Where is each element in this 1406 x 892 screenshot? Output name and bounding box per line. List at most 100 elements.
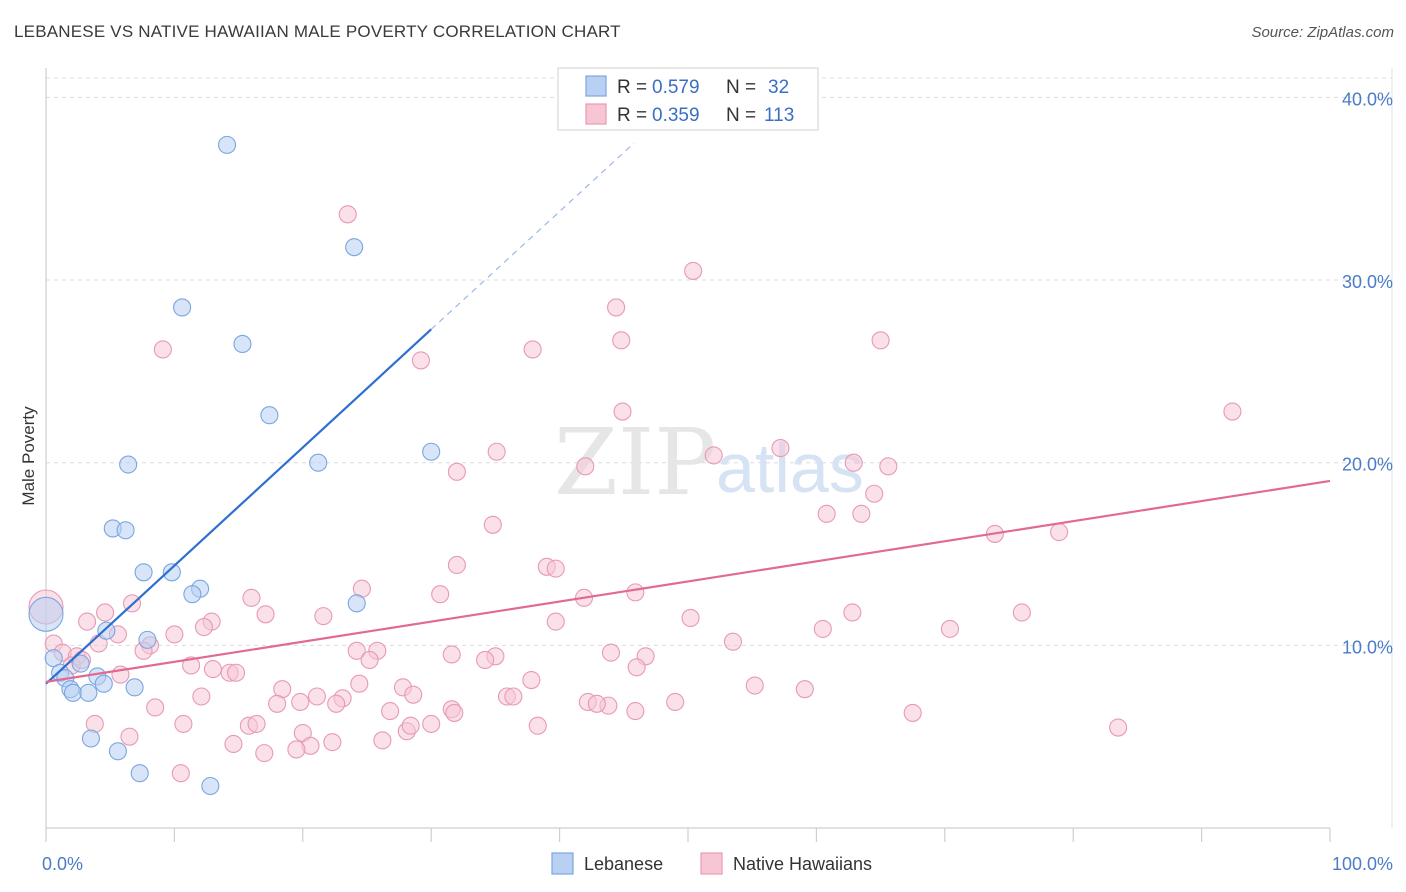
native-hawaiians-point — [291, 692, 310, 712]
native-hawaiians-point — [350, 674, 369, 693]
native-hawaiians-point — [192, 687, 211, 706]
native-hawaiians-point — [483, 515, 502, 534]
native-hawaiians-point — [360, 650, 379, 670]
native-hawaiians-point — [813, 619, 832, 638]
native-hawaiians-point — [422, 714, 441, 733]
native-hawaiians-point — [447, 462, 466, 481]
lebanese-point — [422, 442, 441, 461]
y-axis-label: Male Poverty — [19, 406, 38, 506]
legend-n-value: 113 — [764, 105, 794, 126]
native-hawaiians-point — [528, 716, 547, 735]
native-hawaiians-point — [704, 446, 723, 465]
lebanese-point — [347, 594, 366, 613]
native-hawaiians-point — [681, 608, 700, 628]
native-hawaiians-point — [626, 702, 645, 721]
tick-labels: 10.0% 20.0% 30.0% 40.0% 0.0% 100.0% — [42, 89, 1393, 874]
native-hawaiians-point — [666, 692, 685, 712]
native-hawaiians-point — [404, 685, 423, 704]
native-hawaiians-point — [504, 687, 523, 706]
native-hawaiians-point — [165, 625, 184, 644]
y-tick-label: 20.0% — [1342, 455, 1393, 475]
legend-n-label: N = — [726, 105, 756, 126]
lebanese-point — [81, 729, 100, 748]
lebanese-point — [79, 683, 98, 702]
grid-lines — [46, 77, 1392, 646]
native-hawaiians-point — [771, 439, 790, 458]
native-hawaiians-point — [381, 702, 400, 721]
y-tick-label: 30.0% — [1342, 272, 1393, 292]
series-legend-swatch-native-hawaiians — [700, 852, 723, 875]
series-native-hawaiians-points — [28, 205, 1242, 783]
native-hawaiians-point — [1223, 402, 1242, 421]
lebanese-point — [345, 238, 364, 257]
series-legend-label-native-hawaiians: Native Hawaiians — [733, 854, 872, 874]
native-hawaiians-point — [224, 734, 243, 754]
source-label: Source: ZipAtlas.com — [1251, 24, 1394, 41]
native-hawaiians-point — [612, 331, 631, 350]
series-legend-swatch-lebanese — [551, 852, 574, 875]
legend-swatch-native-hawaiians — [585, 103, 607, 125]
lebanese-point — [173, 298, 192, 317]
native-hawaiians-point — [447, 555, 466, 575]
native-hawaiians-point — [613, 402, 632, 421]
native-hawaiians-point — [871, 331, 890, 350]
native-hawaiians-point — [817, 504, 836, 523]
native-hawaiians-point — [723, 632, 742, 651]
native-hawaiians-point — [120, 727, 139, 746]
native-hawaiians-point — [607, 298, 626, 317]
legend-r-value: 0.359 — [652, 105, 700, 126]
native-hawaiians-point — [844, 453, 863, 472]
lebanese-point — [97, 621, 116, 640]
native-hawaiians-point — [171, 764, 190, 783]
native-hawaiians-point — [601, 643, 621, 662]
native-hawaiians-point — [226, 663, 246, 682]
native-hawaiians-point — [476, 650, 495, 670]
axes — [45, 68, 1393, 842]
lebanese-point — [116, 521, 135, 540]
native-hawaiians-point — [1012, 603, 1031, 622]
watermark-atlas: atlas — [716, 429, 864, 507]
native-hawaiians-point — [146, 698, 165, 717]
legend-n-value: 32 — [768, 77, 789, 98]
native-hawaiians-point — [347, 641, 366, 660]
lebanese-point — [119, 455, 138, 474]
native-hawaiians-point — [903, 703, 922, 722]
x-tick-label: 100.0% — [1332, 854, 1393, 874]
lebanese-point — [183, 585, 202, 604]
native-hawaiians-point — [745, 676, 764, 695]
lebanese-trend-line — [45, 328, 432, 685]
lebanese-point — [138, 630, 157, 649]
native-hawaiians-point — [522, 671, 541, 690]
native-hawaiians-point — [442, 645, 461, 664]
legend-swatch-lebanese — [585, 75, 607, 97]
native-hawaiians-point — [843, 603, 862, 622]
native-hawaiians-point — [174, 714, 193, 733]
lebanese-point — [233, 334, 252, 354]
lebanese-point — [162, 563, 181, 582]
lebanese-point — [94, 674, 113, 693]
native-hawaiians-point — [626, 583, 645, 602]
native-hawaiians-point — [940, 619, 959, 638]
native-hawaiians-trend-line — [45, 479, 1331, 683]
native-hawaiians-point — [203, 660, 222, 679]
native-hawaiians-point — [445, 703, 464, 722]
native-hawaiians-point — [182, 656, 201, 675]
lebanese-point — [108, 742, 127, 761]
legend-r-label: R = — [617, 105, 647, 126]
native-hawaiians-point — [1109, 718, 1128, 737]
native-hawaiians-point — [338, 205, 357, 224]
native-hawaiians-point — [242, 588, 261, 607]
native-hawaiians-point — [865, 484, 884, 503]
native-hawaiians-point — [627, 658, 646, 677]
native-hawaiians-point — [401, 716, 420, 735]
legend-r-label: R = — [617, 77, 647, 98]
native-hawaiians-point — [323, 733, 342, 752]
native-hawaiians-point — [373, 731, 392, 750]
chart-title: LEBANESE VS NATIVE HAWAIIAN MALE POVERTY… — [14, 22, 621, 41]
correlation-legend: R = 0.579 N = 32 R = 0.359 N = 113 — [557, 67, 819, 131]
native-hawaiians-point — [327, 694, 346, 713]
lebanese-point — [217, 135, 237, 154]
native-hawaiians-point — [411, 351, 430, 370]
native-hawaiians-point — [78, 612, 97, 631]
